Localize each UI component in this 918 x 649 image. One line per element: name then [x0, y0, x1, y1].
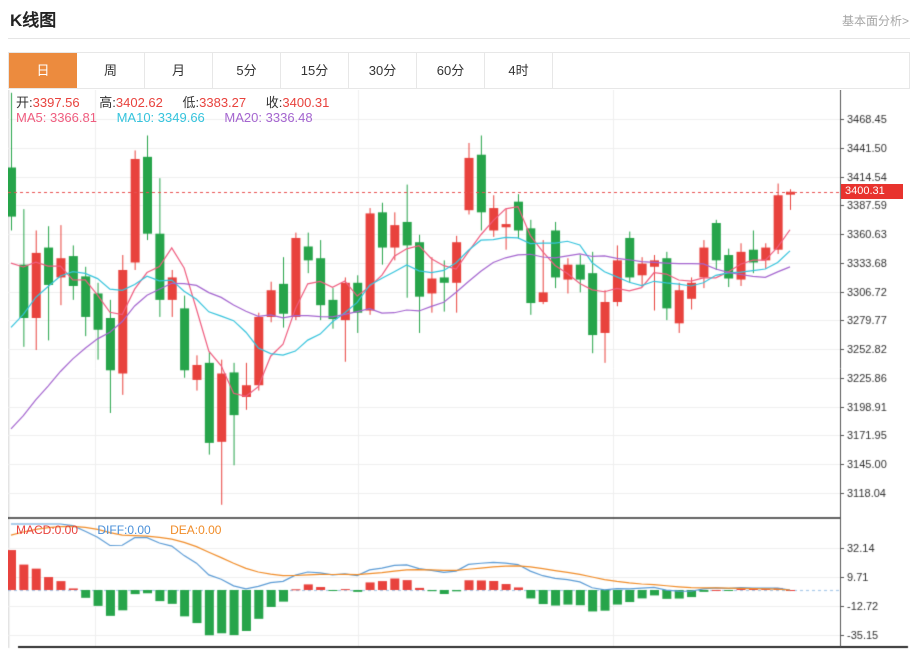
tab-4hour[interactable]: 4时: [485, 53, 553, 88]
legend-ma5: MA5: 3366.81: [16, 110, 97, 125]
tab-15min[interactable]: 15分: [281, 53, 349, 88]
header-divider: [8, 38, 910, 39]
tab-60min[interactable]: 60分: [417, 53, 485, 88]
legend-low: 低:3383.27: [182, 95, 247, 110]
kline-macd-chart-canvas[interactable]: [8, 90, 918, 649]
tab-5min[interactable]: 5分: [213, 53, 281, 88]
fundamental-analysis-link[interactable]: 基本面分析>: [841, 14, 909, 28]
tab-month[interactable]: 月: [145, 53, 213, 88]
legend-ma10: MA10: 3349.66: [116, 110, 205, 125]
page-title: K线图: [10, 11, 57, 30]
legend-close: 收:3400.31: [265, 95, 330, 110]
ohlc-legend: 开:3397.56 高:3402.62 低:3383.27 收:3400.31: [16, 92, 345, 111]
tab-strip-spacer: [553, 53, 909, 88]
tab-30min[interactable]: 30分: [349, 53, 417, 88]
legend-dea: DEA:0.00: [170, 523, 222, 537]
legend-diff: DIFF:0.00: [97, 523, 151, 537]
tab-day[interactable]: 日: [9, 53, 77, 88]
legend-open: 开:3397.56: [16, 95, 80, 110]
period-tab-bar: 日 周 月 5分 15分 30分 60分 4时: [8, 52, 910, 89]
tab-week[interactable]: 周: [77, 53, 145, 88]
legend-high: 高:3402.62: [99, 95, 163, 110]
ma-legend: MA5: 3366.81 MA10: 3349.66 MA20: 3336.48: [16, 110, 329, 125]
legend-ma20: MA20: 3336.48: [224, 110, 313, 125]
macd-legend: MACD:0.00 DIFF:0.00 DEA:0.00: [16, 523, 237, 537]
legend-macd: MACD:0.00: [16, 523, 79, 537]
last-price-tag: 3400.31: [841, 184, 903, 200]
